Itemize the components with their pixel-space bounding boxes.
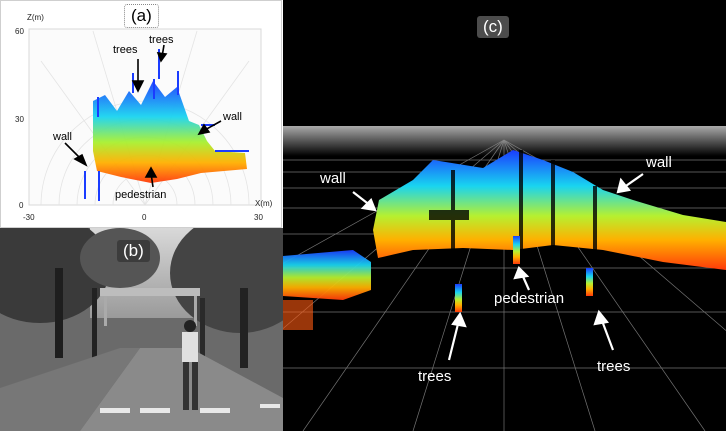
top-view-plot	[28, 28, 262, 206]
z-tick-0: 0	[19, 201, 24, 210]
scan-mass	[373, 150, 726, 270]
label-c-wall-left: wall	[320, 170, 346, 187]
label-trees-right: trees	[149, 34, 174, 46]
label-c-trees-left: trees	[418, 368, 452, 385]
panel-a-arrows	[64, 44, 222, 188]
panel-c-3d-point-cloud	[283, 0, 726, 431]
object-columns	[455, 236, 593, 312]
panel-c-arrows	[352, 173, 644, 361]
label-c-trees-right: trees	[597, 358, 631, 375]
tree-points	[97, 49, 179, 117]
label-wall-right: wall	[223, 111, 242, 123]
z-tick-60: 60	[15, 27, 24, 36]
label-c-wall-right: wall	[646, 154, 672, 171]
z-axis-label: Z(m)	[27, 13, 44, 22]
scan-band	[93, 81, 247, 183]
label-wall-left: wall	[53, 131, 72, 143]
x-tick-30: 30	[254, 213, 263, 222]
panel-a-tag: (a)	[124, 4, 159, 28]
point-cloud-view	[283, 126, 726, 431]
label-c-pedestrian: pedestrian	[494, 290, 565, 307]
z-tick-30: 30	[15, 115, 24, 124]
pedestrian-figure	[182, 320, 198, 410]
label-pedestrian: pedestrian	[115, 189, 167, 201]
label-trees-left: trees	[113, 44, 138, 56]
x-tick-neg30: -30	[23, 213, 35, 222]
x-axis-label: X(m)	[255, 199, 273, 208]
panel-b-tag: (b)	[117, 240, 150, 262]
panel-c-tag: (c)	[477, 16, 509, 38]
wall-segments	[84, 124, 249, 201]
x-tick-0: 0	[142, 213, 147, 222]
panel-a-top-view-scan: Z(m) X(m) 60 30 0 -30 0 30 trees trees w…	[0, 0, 282, 228]
